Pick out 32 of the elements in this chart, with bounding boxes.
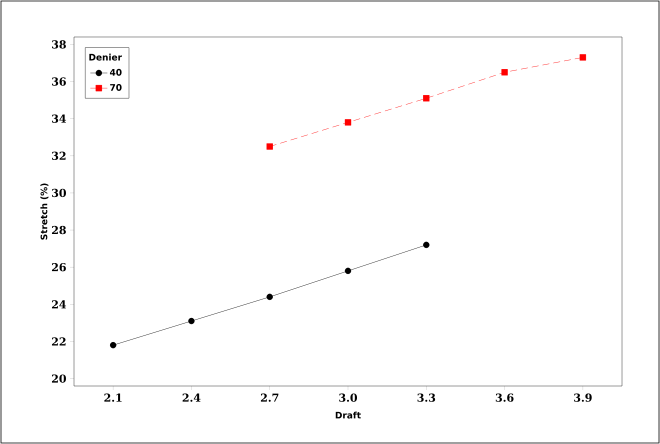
point bbox=[266, 294, 273, 300]
x-tick-label: 2.1 bbox=[104, 394, 122, 402]
y-tick-label: 26 bbox=[52, 263, 66, 272]
point bbox=[501, 69, 508, 76]
x-tick-label: 2.7 bbox=[260, 394, 278, 402]
x-tick-label: 3.6 bbox=[496, 394, 514, 402]
y-tick-label: 30 bbox=[52, 188, 66, 198]
y-tick-label: 34 bbox=[52, 114, 66, 123]
x-tick-label: 2.4 bbox=[182, 394, 201, 402]
point bbox=[344, 119, 352, 126]
legend-label: 70 bbox=[110, 84, 122, 91]
y-tick-label: 28 bbox=[52, 226, 66, 234]
x-tick-label: 3.0 bbox=[339, 394, 358, 402]
legend-label: 40 bbox=[110, 68, 122, 76]
y-tick-label: 36 bbox=[52, 77, 66, 86]
point bbox=[266, 143, 273, 150]
y-axis-title: Stretch (%) bbox=[40, 184, 48, 240]
x-tick-label: 3.9 bbox=[574, 394, 592, 402]
y-tick-label: 38 bbox=[52, 40, 66, 49]
y-tick-label: 24 bbox=[52, 300, 66, 308]
point bbox=[188, 318, 195, 324]
legend-title: Denier bbox=[89, 54, 122, 61]
point bbox=[580, 54, 586, 61]
x-axis-title: Draft bbox=[336, 412, 361, 419]
point bbox=[344, 268, 352, 274]
y-tick-label: 22 bbox=[52, 337, 66, 346]
point bbox=[423, 95, 430, 102]
point bbox=[110, 342, 116, 348]
x-tick-label: 3.3 bbox=[418, 394, 436, 402]
point bbox=[423, 242, 430, 248]
y-tick-label: 32 bbox=[52, 152, 66, 160]
y-tick-label: 20 bbox=[52, 374, 66, 383]
